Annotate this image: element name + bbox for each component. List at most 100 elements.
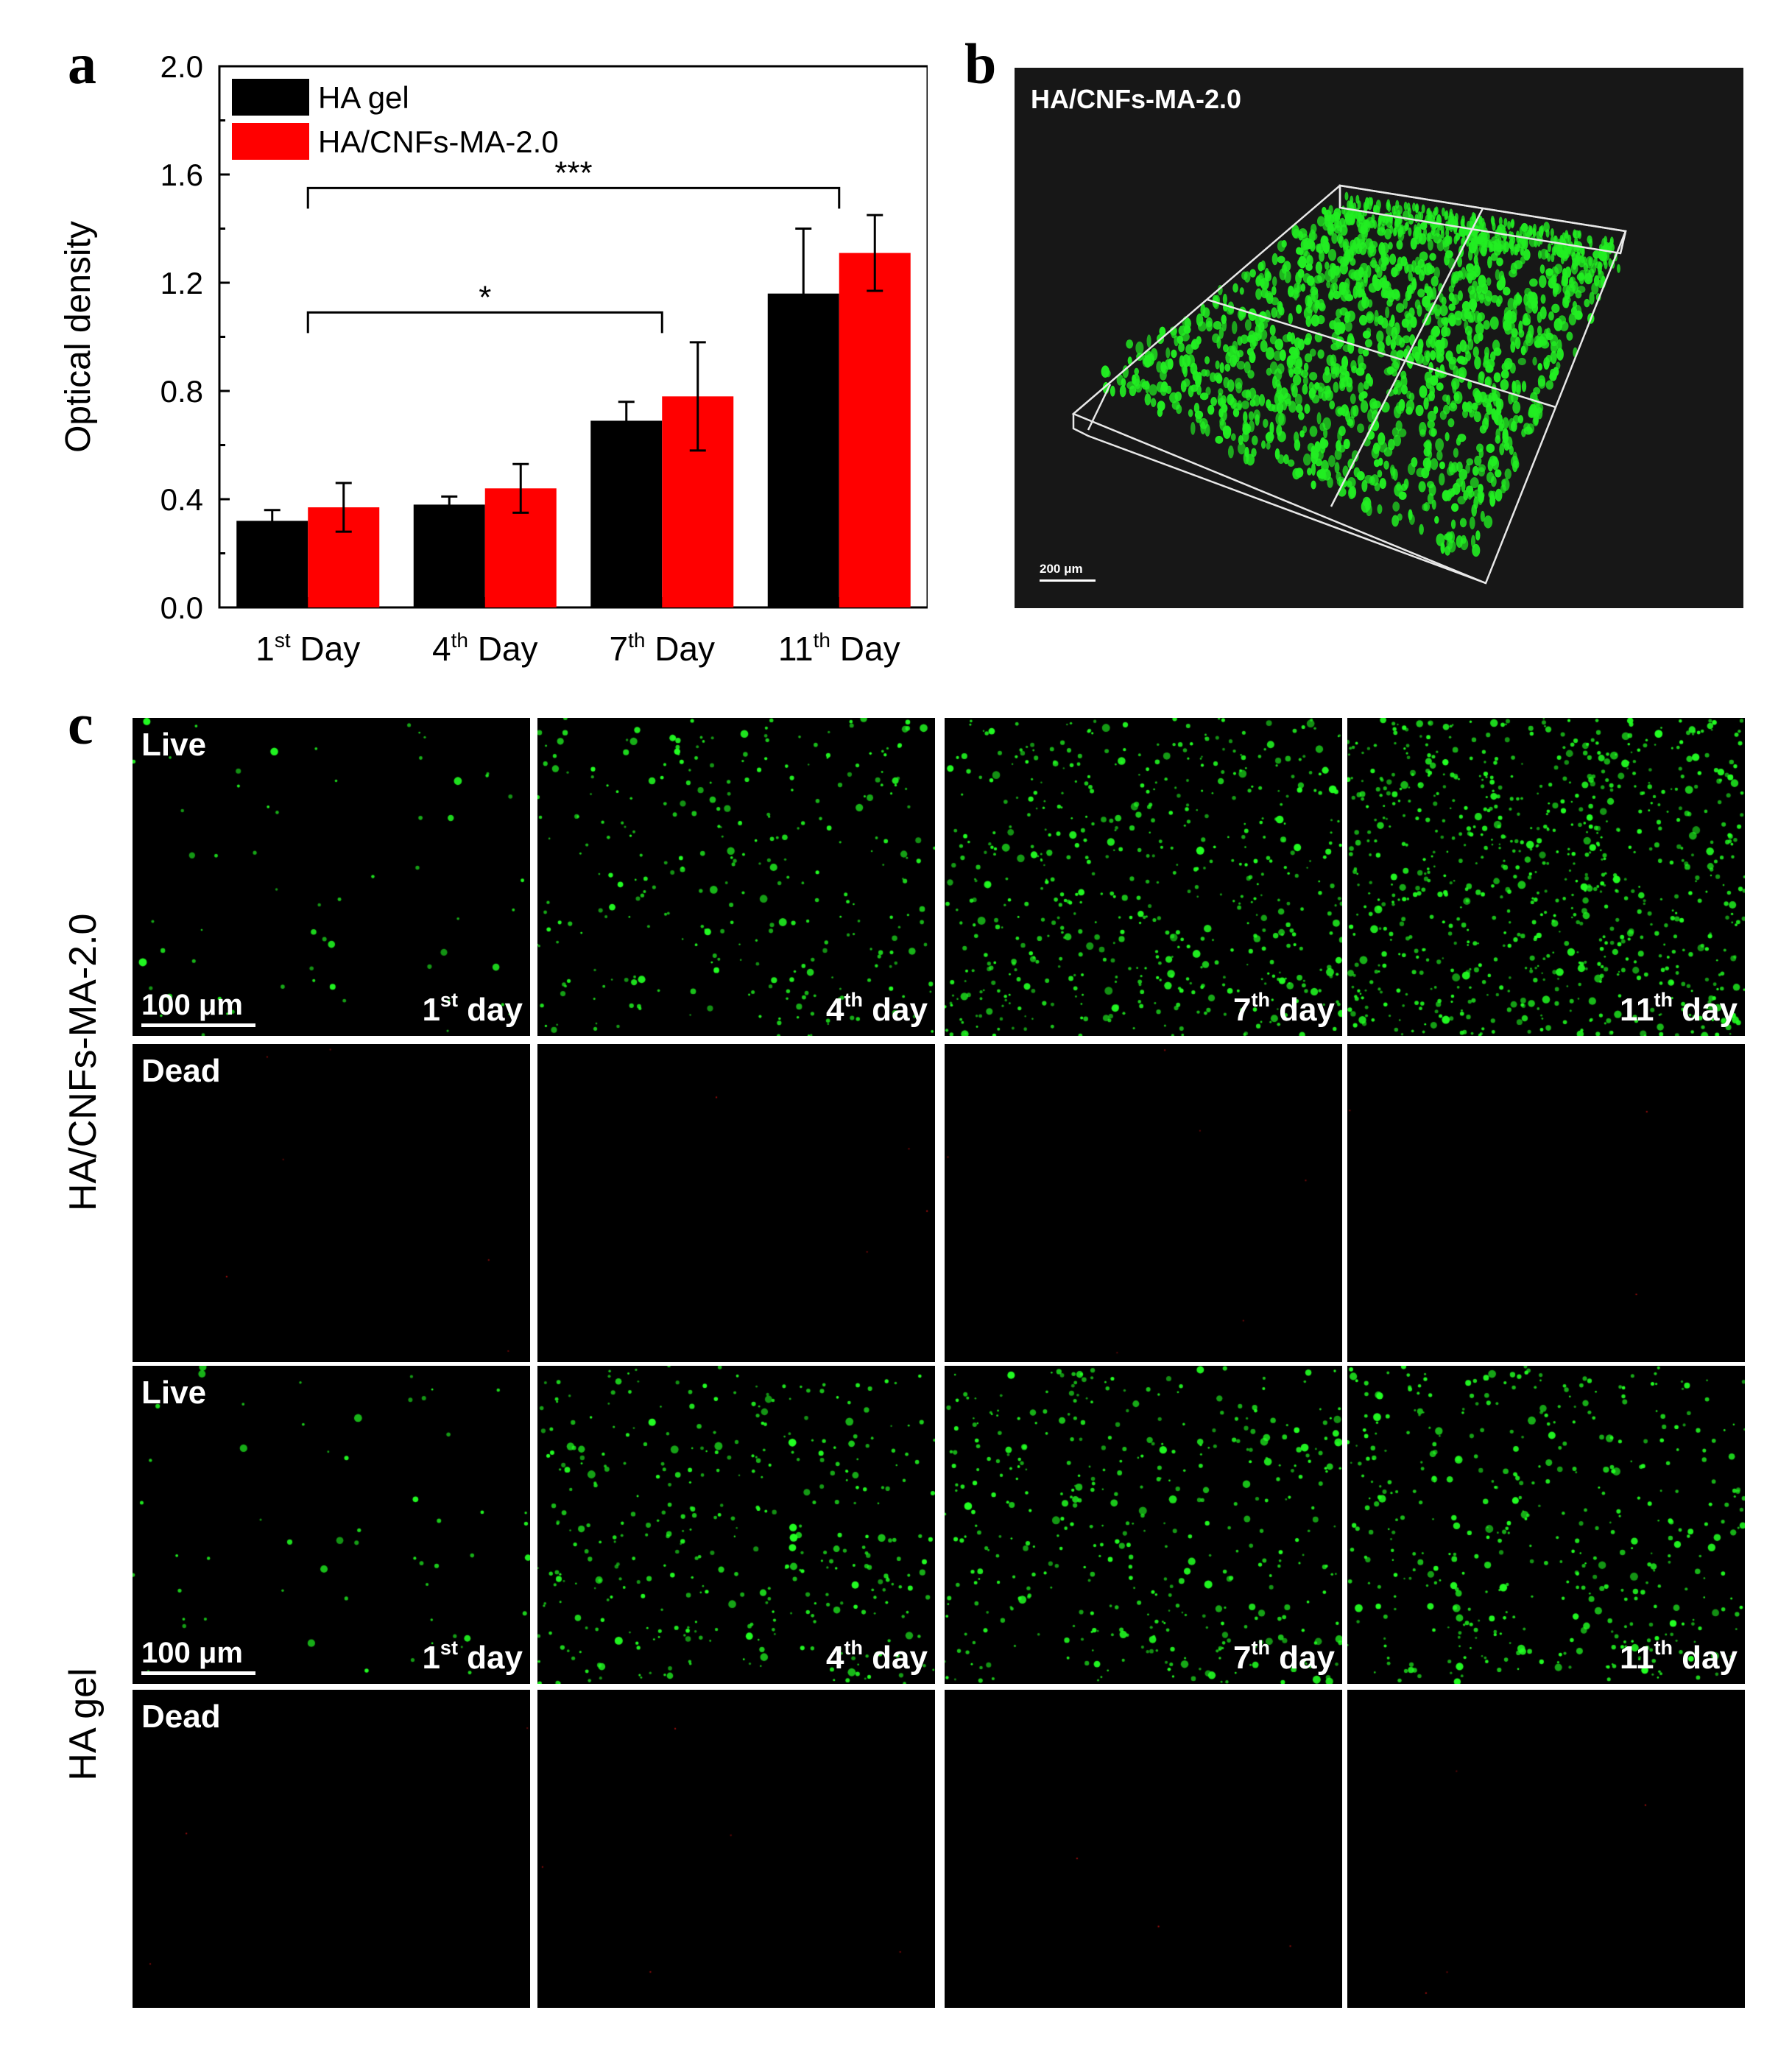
day-label: 11th day [1620, 1637, 1738, 1677]
day-sup: th [844, 989, 863, 1011]
live-image-ha-cnfs-day-11: 11th day [1347, 718, 1745, 1036]
live-label: Live [141, 727, 207, 763]
bar-ha-gel-0 [236, 521, 308, 607]
live-image-ha-gel-day-11: 11th day [1347, 1366, 1745, 1684]
bar-ha-gel-1 [413, 504, 485, 607]
live-label: Live [141, 1375, 207, 1411]
legend-swatch [232, 123, 309, 160]
day-word: day [1682, 992, 1738, 1028]
fluorescence-canvas [133, 1044, 530, 1362]
fluorescence-canvas [133, 1366, 530, 1684]
day-word: day [467, 1640, 523, 1676]
day-sup: st [440, 989, 458, 1011]
significance-bracket: *** [306, 155, 841, 209]
y-tick-label: 0.4 [160, 482, 203, 517]
bar-ha-gel-2 [590, 420, 663, 607]
fluorescence-canvas [1347, 1366, 1745, 1684]
panel-letter-b: b [964, 32, 997, 96]
dead-image-ha-gel-day-1: Dead [133, 1690, 530, 2008]
panel-b-scale-label: 200 μm [1040, 562, 1083, 576]
day-label: 11th day [1620, 989, 1738, 1029]
dead-image-ha-cnfs-day-7 [945, 1044, 1342, 1362]
fluorescence-canvas [537, 1366, 935, 1684]
day-sup: st [440, 1637, 458, 1659]
fluorescence-canvas [1347, 1690, 1745, 2008]
x-tick-num: 4 [432, 630, 451, 668]
live-image-ha-cnfs-day-4: 4th day [537, 718, 935, 1036]
day-word: day [1279, 1640, 1335, 1676]
bar-ha-cnfs-3 [839, 253, 911, 607]
x-tick-label: 1st Day [255, 629, 360, 668]
panel-b-3d-render: HA/CNFs-MA-2.0 200 μm [1015, 68, 1743, 608]
scale-bar: 100 μm [141, 989, 255, 1027]
live-image-ha-gel-day-1: Live 100 μm 1st day [133, 1366, 530, 1684]
day-label: 7th day [1232, 989, 1335, 1029]
dead-image-ha-gel-day-7 [945, 1690, 1342, 2008]
day-word: day [1682, 1640, 1738, 1676]
day-label: 4th day [825, 1637, 928, 1677]
optical-density-bar-chart: 0.0 0.4 0.8 1.2 1.6 2.0 Optical density 1st Day… [59, 49, 928, 668]
day-num: 7 [1232, 1640, 1252, 1676]
day-label: 1st day [422, 989, 523, 1029]
live-image-ha-gel-day-4: 4th day [537, 1366, 935, 1684]
x-tick-label: 11th Day [778, 629, 900, 668]
dead-image-ha-cnfs-day-4 [537, 1044, 935, 1362]
y-tick-label: 0.8 [160, 374, 203, 409]
scale-bar-label: 100 μm [141, 1637, 243, 1669]
fluorescence-canvas [945, 1690, 1342, 2008]
day-num: 4 [825, 1640, 844, 1676]
dead-label: Dead [141, 1053, 221, 1089]
day-label: 4th day [825, 989, 928, 1029]
day-num: 1 [422, 992, 440, 1028]
x-tick-num: 1 [255, 630, 275, 668]
x-tick-word: Day [468, 630, 538, 668]
panel-b-scale-line [1040, 579, 1096, 582]
significance-label: *** [554, 155, 592, 191]
cell-cloud [1101, 191, 1620, 557]
x-tick-sup: th [814, 629, 830, 652]
panel-letter-c: c [68, 692, 94, 756]
significance-label: * [479, 279, 491, 315]
live-image-ha-gel-day-7: 7th day [945, 1366, 1342, 1684]
x-tick-word: Day [291, 630, 361, 668]
legend-label: HA/CNFs-MA-2.0 [318, 124, 559, 159]
day-sup: th [1654, 1637, 1673, 1659]
day-word: day [467, 992, 523, 1028]
x-tick-label: 7th Day [609, 629, 715, 668]
fluorescence-canvas [1347, 718, 1745, 1036]
day-word: day [1279, 992, 1335, 1028]
legend-label: HA gel [318, 80, 409, 115]
x-tick-word: Day [830, 630, 900, 668]
fluorescence-canvas [1347, 1044, 1745, 1362]
y-tick-label: 1.2 [160, 266, 203, 300]
x-tick-sup: st [275, 629, 291, 652]
dead-image-ha-gel-day-4 [537, 1690, 935, 2008]
fluorescence-canvas [133, 718, 530, 1036]
scale-bar-line [141, 1023, 255, 1027]
y-tick-label: 1.6 [160, 158, 203, 192]
fluorescence-canvas [945, 1044, 1342, 1362]
fluorescence-canvas [537, 718, 935, 1036]
scale-bar-line [141, 1671, 255, 1675]
fluorescence-canvas [133, 1690, 530, 2008]
row-label-ha-gel: HA gel [62, 1668, 105, 1781]
significance-bracket: * [306, 279, 663, 334]
fluorescence-canvas [537, 1690, 935, 2008]
x-tick-sup: th [451, 629, 468, 652]
y-tick-label: 0.0 [160, 590, 203, 625]
day-num: 4 [825, 992, 844, 1028]
day-num: 1 [422, 1640, 440, 1676]
x-tick-label: 4th Day [432, 629, 538, 668]
day-label: 1st day [422, 1637, 523, 1677]
day-num: 7 [1232, 992, 1252, 1028]
x-tick-num: 11 [778, 630, 814, 668]
panel-b-title: HA/CNFs-MA-2.0 [1031, 84, 1242, 114]
fluorescence-canvas [537, 1044, 935, 1362]
day-label: 7th day [1232, 1637, 1335, 1677]
x-tick-word: Day [645, 630, 715, 668]
scale-bar-label: 100 μm [141, 989, 243, 1021]
row-label-ha-cnfs: HA/CNFs-MA-2.0 [62, 913, 105, 1211]
day-sup: th [1654, 989, 1673, 1011]
fluorescence-canvas [945, 1366, 1342, 1684]
y-axis-label: Optical density [59, 221, 98, 453]
